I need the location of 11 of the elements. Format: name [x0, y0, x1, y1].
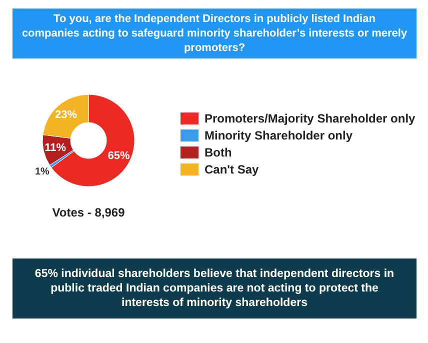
data-label: 11%: [44, 142, 66, 154]
text: 65% individual shareholders believe that independent directors in public traded Indian companies are not acting to protect the interests of minority shareholders: [34, 268, 394, 309]
data-label: 23%: [55, 108, 78, 121]
data-label: 65%: [108, 150, 130, 162]
chart-title: To you, are the Independent Directors in publicly listed Indian companies acting to safeguard minority shareholder’s interests or merely promoters?: [22, 13, 408, 54]
legend-label: Both: [204, 146, 232, 160]
legend-label: Promoters/Majority Shareholder only: [204, 112, 416, 126]
text: Votes - 8,969: [52, 206, 126, 220]
legend-label: Can't Say: [204, 162, 260, 176]
legend-label: Minority Shareholder only: [204, 128, 353, 142]
data-label: 1%: [34, 166, 50, 178]
